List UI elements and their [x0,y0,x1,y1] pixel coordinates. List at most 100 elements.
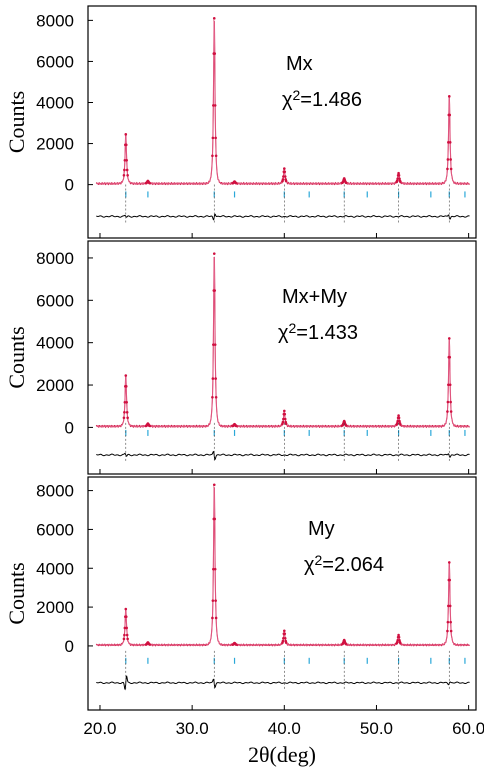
panel-frame [87,476,477,711]
y-tick-label: 6000 [36,291,74,310]
chi-superscript: 2 [293,87,301,103]
observed-point [125,626,129,630]
chi-value: =2.064 [322,554,384,576]
y-tick-label: 0 [65,176,74,195]
observed-point [123,626,127,630]
y-tick-label: 2000 [36,598,74,617]
observed-point [211,154,214,158]
observed-point [395,422,399,425]
observed-point [211,599,215,602]
observed-point [283,167,286,170]
chi-superscript: 2 [315,552,323,568]
observed-point [397,633,400,637]
y-tick-label: 2000 [36,376,74,395]
observed-point [213,104,217,107]
y-tick-label: 4000 [36,334,74,353]
observed-point [283,636,287,640]
observed-point [395,179,399,182]
observed-point [449,167,453,171]
observed-point [125,168,129,172]
y-tick-label: 6000 [36,520,74,539]
chi-superscript: 2 [289,320,297,336]
observed-point [213,517,217,521]
panel-top: 0 2000 4000 6000 8000 Counts Mx χ2=1.486 [4,5,477,239]
y-tick-label: 0 [65,637,74,656]
observed-point [344,181,348,185]
difference-curve [96,675,470,691]
observed-point [447,95,451,98]
observed-point [398,177,401,180]
observed-point [124,133,128,136]
x-tick-label: 50.0 [360,719,393,738]
observed-point [123,400,127,404]
y-axis-title: Counts [4,91,29,153]
observed-point [398,419,401,423]
observed-point [283,417,287,421]
observed-profile [95,485,470,647]
y-tick-label: 8000 [36,11,74,30]
y-tick-label: 4000 [36,93,74,112]
observed-point [398,638,401,642]
observed-point [447,141,450,144]
chi-value: =1.433 [296,322,358,344]
observed-point [283,409,286,413]
y-tick-label: 0 [65,418,74,437]
x-axis-title: 2θ(deg) [248,742,316,767]
observed-point [283,629,286,633]
observed-point [235,181,238,185]
observed-point [448,355,452,359]
y-tick-label: 8000 [36,249,74,268]
observed-point [125,158,129,162]
chi-squared-label: χ2=1.433 [278,320,358,344]
observed-point [282,175,285,178]
observed-point [395,640,399,644]
observed-point [446,400,450,404]
observed-point [214,136,217,140]
x-tick-label: 20.0 [83,719,116,738]
x-tick-label: 60.0 [452,719,484,738]
x-tick-label: 40.0 [268,719,301,738]
observed-point [449,400,452,404]
difference-curve [96,213,470,221]
observed-point [123,168,126,172]
panel-frame [87,240,477,475]
observed-point [214,154,218,158]
observed-point [399,423,402,426]
observed-point [148,424,152,428]
panel-middle: 0 2000 4000 6000 8000 Counts Mx+My χ2=1.433 [4,240,477,475]
observed-point [123,158,127,162]
observed-point [446,167,449,171]
observed-point [235,424,238,428]
chi-symbol: χ [278,322,289,344]
observed-point [211,616,214,620]
observed-point [212,567,215,571]
observed-point [283,412,287,416]
observed-point [447,337,451,340]
observed-point [214,599,217,602]
observed-point [124,143,128,147]
observed-point [284,422,288,426]
observed-point [397,171,400,175]
observed-point [122,416,126,420]
observed-point [446,158,450,161]
observed-point [447,604,450,608]
observed-point [447,383,450,387]
observed-point [449,620,452,624]
observed-point [396,419,399,423]
observed-point [397,416,401,420]
observed-point [214,616,218,620]
observed-point [396,638,399,642]
observed-point [283,632,287,636]
observed-point [212,252,216,256]
observed-point [125,633,129,637]
calculated-profile [96,487,470,646]
observed-point [448,578,452,582]
observed-point [446,410,449,413]
observed-point [211,395,214,399]
observed-point [123,410,126,414]
y-axis-title: Counts [4,326,29,388]
observed-point [448,113,452,117]
observed-point [449,158,452,161]
model-label: My [308,518,335,540]
observed-point [124,615,128,619]
